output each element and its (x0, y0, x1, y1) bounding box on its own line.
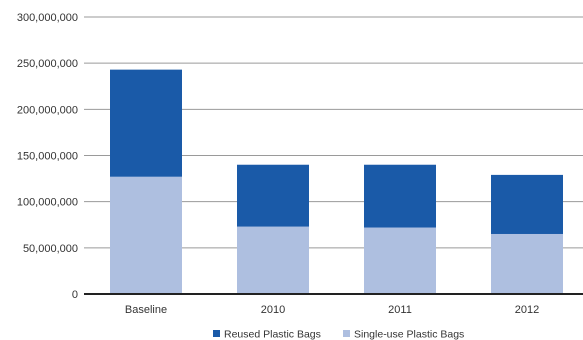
bar-single-use-2 (364, 227, 436, 294)
y-tick-label: 300,000,000 (17, 12, 78, 24)
y-tick-label: 50,000,000 (23, 243, 78, 255)
x-category-label: 2011 (388, 304, 412, 316)
bar-single-use-1 (237, 226, 309, 294)
y-tick-label: 150,000,000 (17, 151, 78, 163)
legend-label: Reused Plastic Bags (224, 329, 321, 340)
legend-swatch (343, 330, 350, 337)
x-category-label: Baseline (125, 304, 167, 316)
legend-swatch (213, 330, 220, 337)
bar-reused-3 (491, 174, 563, 234)
bar-single-use-3 (491, 233, 563, 294)
y-axis-tick-labels: 0 50,000,000 100,000,000 150,000,000 200,000… (17, 12, 78, 301)
x-category-label: 2012 (515, 304, 539, 316)
bar-reused-1 (237, 164, 309, 227)
x-axis-category-labels: Baseline 2010 2011 2012 (125, 304, 539, 316)
y-tick-label: 250,000,000 (17, 58, 78, 70)
bar-single-use-0 (110, 176, 182, 294)
legend-label: Single-use Plastic Bags (354, 329, 464, 340)
legend: Reused Plastic Bags Single-use Plastic Ba… (213, 329, 464, 340)
x-category-label: 2010 (261, 304, 285, 316)
y-tick-label: 100,000,000 (17, 197, 78, 209)
bars (110, 69, 563, 294)
bar-reused-2 (364, 164, 436, 228)
y-tick-label: 0 (72, 289, 78, 301)
y-tick-label: 200,000,000 (17, 104, 78, 116)
bar-reused-0 (110, 69, 182, 177)
